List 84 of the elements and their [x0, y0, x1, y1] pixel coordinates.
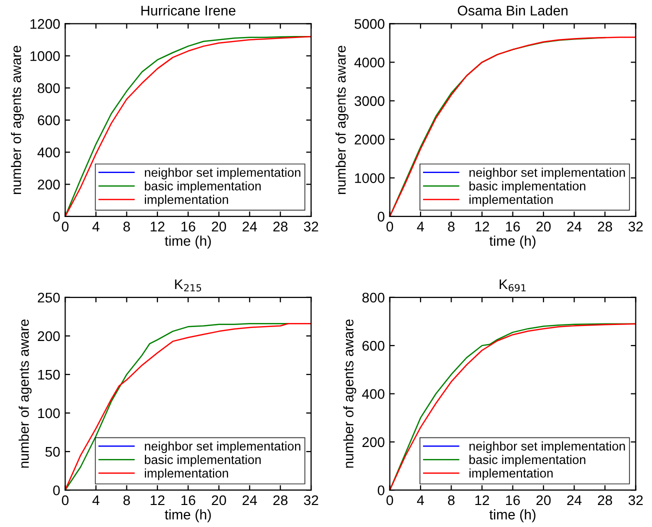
legend-label: implementation [144, 194, 228, 206]
x-tick-label: 24 [242, 495, 257, 506]
y-axis-title: number of agents aware [336, 46, 348, 194]
legend-label: basic implementation [469, 181, 586, 193]
x-tick-label: 32 [628, 495, 643, 506]
y-tick-label: 800 [362, 292, 384, 303]
x-tick-label: 4 [416, 495, 424, 506]
chart-title: Osama Bin Laden [458, 5, 568, 16]
x-tick-label: 8 [123, 495, 130, 506]
y-tick-label: 1200 [30, 19, 60, 29]
legend-label: implementation [470, 194, 553, 206]
x-tick-label: 12 [150, 222, 164, 232]
y-tick-label: 0 [378, 485, 384, 496]
x-axis-title: time (h) [164, 236, 211, 249]
x-tick-label: 20 [536, 495, 551, 506]
legend-label: basic implementation [469, 454, 586, 467]
y-tick-label: 1000 [30, 51, 60, 62]
legend-label: neighbor set implementation [144, 168, 300, 180]
y-tick-label: 150 [38, 370, 60, 380]
chart-title: K$_{215}$ [175, 279, 202, 292]
x-tick-label: 16 [181, 495, 196, 506]
y-tick-label: 600 [38, 115, 60, 126]
x-tick-label: 28 [273, 222, 288, 232]
y-tick-label: 200 [362, 437, 384, 448]
y-tick-label: 0 [378, 212, 384, 222]
chart-title: K$_{691}$ [500, 279, 526, 292]
x-tick-label: 12 [150, 495, 164, 506]
x-tick-label: 24 [242, 222, 257, 232]
legend-label: implementation [144, 468, 228, 480]
y-tick-label: 100 [38, 408, 60, 418]
y-tick-label: 0 [53, 212, 60, 222]
x-tick-label: 24 [567, 222, 582, 232]
x-tick-label: 32 [304, 495, 318, 506]
x-tick-label: 28 [598, 222, 612, 232]
y-tick-label: 600 [362, 340, 384, 351]
x-tick-label: 20 [212, 222, 226, 232]
y-tick-label: 2000 [354, 134, 384, 145]
x-tick-label: 12 [475, 495, 490, 506]
x-tick-label: 16 [506, 495, 520, 506]
x-tick-label: 4 [92, 495, 100, 506]
x-tick-label: 12 [475, 222, 490, 232]
legend-label: neighbor set implementation [470, 168, 625, 180]
x-axis-title: time (h) [489, 236, 536, 249]
x-tick-label: 28 [598, 495, 612, 506]
x-tick-label: 8 [123, 222, 130, 232]
y-tick-label: 5000 [354, 19, 384, 29]
x-tick-label: 0 [62, 495, 69, 506]
legend-label: basic implementation [144, 181, 261, 193]
x-axis-title: time (h) [489, 509, 536, 522]
x-tick-label: 16 [506, 222, 520, 232]
y-tick-label: 1000 [355, 173, 384, 184]
legend-label: implementation [470, 468, 553, 480]
y-tick-label: 400 [37, 148, 60, 158]
y-tick-label: 250 [38, 292, 60, 303]
x-tick-label: 0 [62, 222, 69, 232]
legend-label: neighbor set implementation [470, 441, 625, 454]
y-tick-label: 50 [45, 446, 60, 457]
x-tick-label: 4 [92, 222, 100, 232]
x-tick-label: 32 [628, 222, 643, 232]
y-tick-label: 400 [362, 389, 384, 399]
x-axis-title: time (h) [164, 509, 211, 522]
chart-title: Hurricane Irene [141, 5, 236, 16]
y-tick-label: 4000 [354, 58, 384, 68]
y-axis-title: number of agents aware [343, 319, 356, 468]
legend-label: basic implementation [144, 454, 261, 467]
x-tick-label: 8 [448, 222, 455, 232]
x-tick-label: 20 [536, 222, 551, 232]
y-axis-title: number of agents aware [18, 319, 32, 468]
x-tick-label: 20 [212, 495, 226, 506]
x-tick-label: 4 [416, 222, 424, 232]
x-tick-label: 24 [567, 495, 582, 506]
y-tick-label: 200 [38, 331, 60, 342]
y-tick-label: 0 [53, 485, 60, 496]
y-axis-title: number of agents aware [10, 46, 24, 194]
x-tick-label: 28 [273, 495, 288, 506]
x-tick-label: 32 [304, 222, 318, 232]
x-tick-label: 0 [386, 222, 394, 232]
y-tick-label: 3000 [354, 96, 384, 106]
y-tick-label: 800 [38, 83, 60, 94]
x-tick-label: 8 [448, 495, 455, 506]
legend-label: neighbor set implementation [144, 441, 300, 454]
x-tick-label: 16 [181, 222, 196, 232]
y-tick-label: 200 [38, 180, 60, 190]
x-tick-label: 0 [386, 495, 394, 506]
